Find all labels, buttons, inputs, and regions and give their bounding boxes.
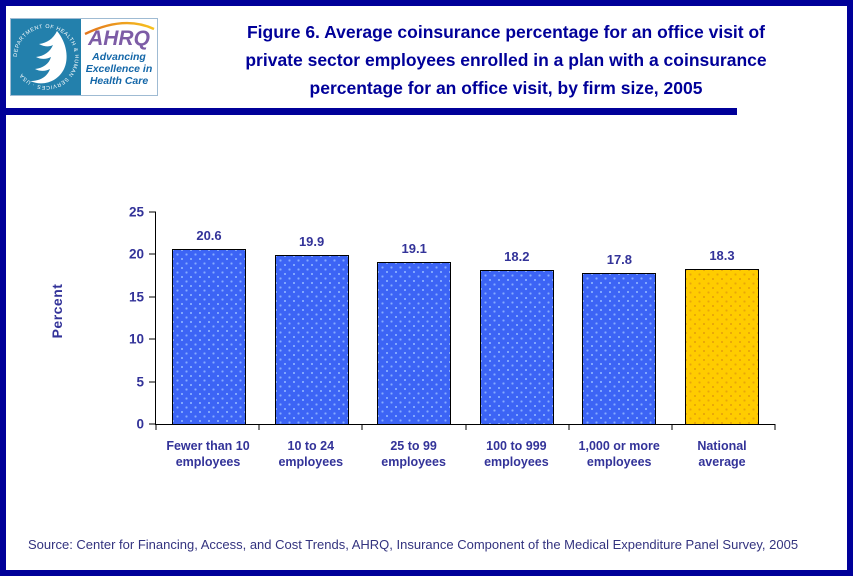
y-axis-title: Percent (49, 283, 65, 339)
x-category-label-line: 25 to 99 (390, 439, 437, 453)
header-divider-bar (6, 108, 737, 115)
ahrq-logo-panel: AHRQ Advancing Excellence in Health Care (81, 19, 157, 95)
bar-slot: 17.8 (582, 212, 657, 424)
x-category-label-line: employees (278, 455, 344, 469)
y-tick-label: 15 (128, 289, 144, 305)
x-category-label: Fewer than 10 employees (166, 438, 249, 470)
y-tick-label: 25 (128, 204, 144, 220)
bar-2 (377, 262, 452, 424)
bar-5 (684, 268, 759, 424)
ahrq-tagline: Advancing Excellence in Health Care (86, 51, 153, 87)
x-tick (258, 424, 260, 430)
y-tick-label: 20 (128, 246, 144, 262)
x-category-label-line: 1,000 or more (578, 439, 660, 453)
figure-title: Figure 6. Average coinsurance percentage… (176, 18, 836, 102)
y-tick (149, 253, 156, 255)
bar-value-label: 19.9 (298, 234, 325, 250)
x-axis-labels: Fewer than 10 employees 10 to 24 employees 2… (155, 438, 775, 470)
bar-slot: 19.1 (377, 212, 452, 424)
x-category-label-line: 100 to 999 (486, 439, 547, 453)
ahrq-tagline-line: Excellence in (85, 63, 153, 75)
ahrq-wordmark: AHRQ (88, 27, 150, 50)
bar-1 (274, 255, 349, 424)
x-category-label: 1,000 or more employees (579, 438, 660, 470)
x-tick (568, 424, 570, 430)
bar-4 (582, 273, 657, 424)
x-category-label: 100 to 999 employees (479, 438, 553, 470)
bar-slot: 20.6 (172, 212, 246, 424)
hhs-eagle-icon: DEPARTMENT OF HEALTH & HUMAN SERVICES · … (13, 24, 78, 90)
y-tick-label: 10 (128, 331, 144, 347)
x-category-label-line: employees (175, 455, 241, 469)
x-category-label: National average (685, 438, 759, 470)
x-category-label-line: employees (484, 455, 549, 469)
ahrq-tagline-line: Advancing (92, 51, 146, 63)
ahrq-hhs-logo: DEPARTMENT OF HEALTH & HUMAN SERVICES · … (10, 18, 158, 96)
y-tick (149, 211, 156, 213)
bar-value-label: 18.2 (504, 248, 530, 264)
x-category-label-line: employees (586, 455, 652, 469)
x-tick (671, 424, 673, 430)
y-tick (149, 296, 156, 298)
bar-value-label: 19.1 (401, 241, 427, 257)
x-tick (155, 424, 157, 430)
x-tick (774, 424, 776, 430)
bar-slot: 18.3 (684, 212, 759, 424)
y-tick-label: 5 (136, 374, 144, 390)
figure-title-line: private sector employees enrolled in a p… (245, 50, 767, 70)
bar-0 (172, 249, 246, 424)
bar-value-label: 17.8 (606, 252, 633, 268)
x-category-label-line: National (697, 439, 747, 453)
x-category-label: 25 to 99 employees (377, 438, 451, 470)
source-note: Source: Center for Financing, Access, an… (28, 537, 799, 552)
plot-area: 20.6 19.9 19.1 18.2 17.8 18.3 0 5 10 15 20 25 (129, 205, 776, 432)
y-tick (149, 381, 156, 383)
y-tick (149, 423, 156, 425)
x-category-label-line: employees (381, 455, 446, 469)
x-tick (465, 424, 466, 430)
x-category-label-line: Fewer than 10 (166, 439, 250, 453)
figure-title-line: percentage for an office visit, by firm … (309, 78, 703, 98)
ahrq-arc-icon (84, 21, 155, 35)
x-tick (361, 424, 363, 430)
x-category-label-line: 10 to 24 (287, 439, 335, 453)
y-tick (149, 338, 156, 340)
bars-row: 20.6 19.9 19.1 18.2 17.8 18.3 (156, 212, 775, 424)
x-category-label-line: average (698, 455, 746, 469)
ahrq-tagline-line: Health Care (89, 75, 149, 87)
figure-title-line: Figure 6. Average coinsurance percentage… (246, 22, 766, 42)
hhs-seal: DEPARTMENT OF HEALTH & HUMAN SERVICES · … (11, 19, 81, 95)
x-category-label: 10 to 24 employees (274, 438, 348, 470)
y-tick-label: 0 (136, 416, 144, 432)
bar-slot: 18.2 (479, 212, 554, 424)
figure-container: DEPARTMENT OF HEALTH & HUMAN SERVICES · … (6, 6, 847, 570)
bar-slot: 19.9 (274, 212, 349, 424)
bar-3 (479, 269, 554, 424)
bar-value-label: 20.6 (196, 228, 222, 244)
bar-value-label: 18.3 (709, 247, 735, 263)
